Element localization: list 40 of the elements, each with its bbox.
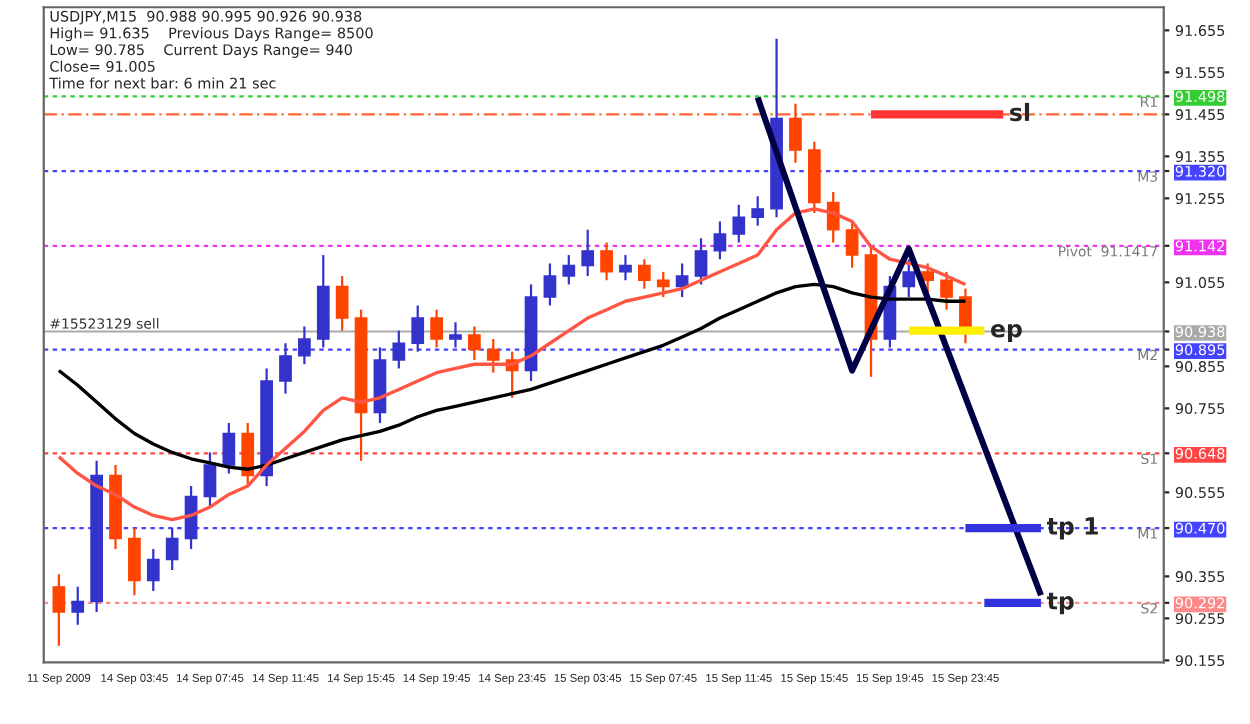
series-label: tp xyxy=(1046,592,1074,615)
candlestick xyxy=(165,526,179,572)
candlestick xyxy=(222,421,236,475)
candlestick xyxy=(656,270,670,299)
line-series xyxy=(754,94,1045,599)
candlestick xyxy=(203,451,217,509)
candlestick xyxy=(279,342,292,395)
candlestick xyxy=(128,526,141,597)
candlestick xyxy=(71,585,85,626)
candlestick xyxy=(600,241,613,282)
candlestick xyxy=(146,547,160,593)
candlestick xyxy=(241,421,255,488)
candlestick xyxy=(298,325,311,366)
candlestick xyxy=(449,321,462,349)
candlestick xyxy=(392,329,406,370)
candlestick xyxy=(562,253,576,286)
candlestick xyxy=(921,262,935,294)
candlestick xyxy=(52,573,66,647)
candlestick xyxy=(468,325,481,362)
candlestick xyxy=(543,262,557,307)
candlestick xyxy=(637,258,651,290)
candlestick xyxy=(902,258,916,299)
candlestick xyxy=(940,270,953,311)
candlestick xyxy=(411,304,425,353)
candlestick xyxy=(694,237,708,286)
candlestick xyxy=(430,308,443,349)
candlestick xyxy=(732,203,746,244)
candlestick xyxy=(826,190,840,244)
candlestick xyxy=(751,195,765,227)
series-label: sl xyxy=(1010,102,1030,122)
candlestick xyxy=(486,337,500,374)
candlestick xyxy=(789,102,802,164)
candlestick xyxy=(675,262,689,299)
candlestick xyxy=(845,220,859,269)
candlestick xyxy=(581,228,595,278)
candlestick xyxy=(619,253,632,282)
series-label: tp 1 xyxy=(1046,517,1098,540)
candlestick xyxy=(713,220,727,261)
series-label: ep xyxy=(991,323,1022,343)
candlestick xyxy=(335,274,349,332)
